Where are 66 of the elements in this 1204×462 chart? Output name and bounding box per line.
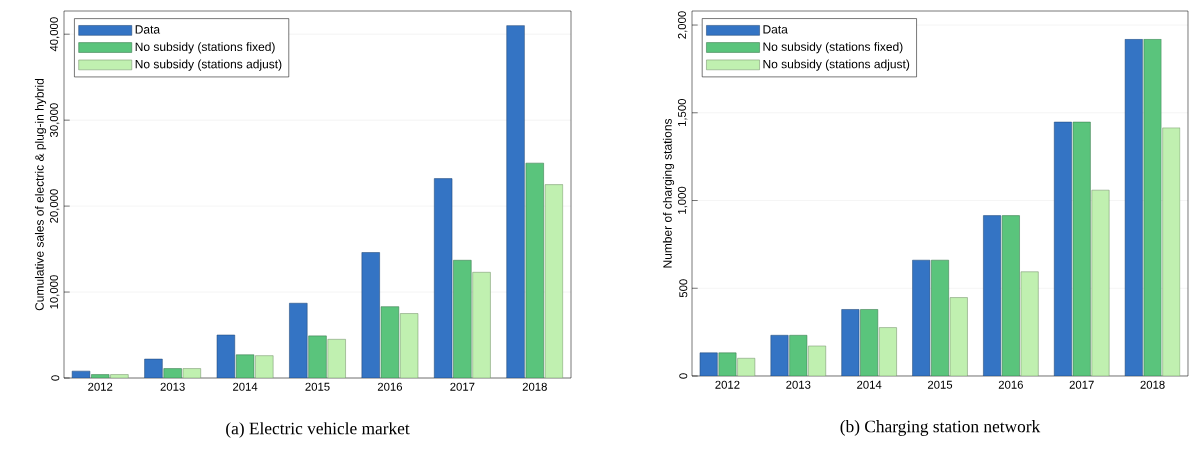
bar <box>912 259 931 376</box>
x-tick-label: 2012 <box>88 382 113 391</box>
x-tick-label: 2018 <box>522 382 547 391</box>
x-tick-label: 2016 <box>998 380 1023 389</box>
y-tick-label: 500 <box>679 279 688 298</box>
bar <box>1143 38 1162 376</box>
y-tick-label: 20,000 <box>49 189 60 223</box>
legend-label: Data <box>135 25 161 34</box>
bar <box>1091 189 1110 376</box>
bar <box>399 313 419 378</box>
y-tick-label: 10,000 <box>49 275 60 309</box>
bar <box>525 162 544 378</box>
bar <box>949 297 968 376</box>
bar <box>255 355 274 378</box>
bar <box>770 335 789 376</box>
bar <box>506 25 525 378</box>
y-tick-label: 1,500 <box>677 99 688 127</box>
x-tick-label: 2015 <box>927 380 953 389</box>
bar <box>1072 121 1091 376</box>
y-tick-label: 2,000 <box>677 11 688 39</box>
x-tick-label: 2017 <box>450 382 475 391</box>
bar <box>1053 121 1072 376</box>
y-axis-title: Cumulative sales of electric & plug-in hybrid <box>34 78 47 311</box>
text: (b) Charging station network <box>840 420 1041 436</box>
bar <box>453 259 472 378</box>
bar <box>308 335 327 378</box>
bar <box>327 339 346 378</box>
bar <box>182 368 201 378</box>
legend-label: No subsidy (stations adjust) <box>763 59 910 71</box>
bar <box>434 178 453 378</box>
y-axis-title: Number of charging stations <box>662 118 675 268</box>
legend-label: Data <box>763 25 788 34</box>
legend-label: No subsidy (stations fixed) <box>763 42 903 54</box>
bar <box>472 272 491 378</box>
bar <box>1162 127 1181 376</box>
x-tick-label: 2013 <box>160 382 185 391</box>
bar <box>983 215 1002 376</box>
legend-label: No subsidy (stations fixed) <box>135 42 275 54</box>
y-tick-label: 1,000 <box>677 186 688 214</box>
bar <box>110 374 129 378</box>
bar <box>91 374 110 378</box>
bar <box>841 309 860 376</box>
bar <box>163 368 182 378</box>
y-tick-label: 40,000 <box>49 17 60 52</box>
bar <box>931 259 949 376</box>
bar <box>544 184 564 378</box>
x-tick-label: 2016 <box>377 382 403 391</box>
bar <box>289 302 308 378</box>
bar <box>1001 215 1020 376</box>
text: (a) Electric vehicle market <box>226 422 410 438</box>
x-tick-label: 2012 <box>715 380 740 389</box>
bar <box>1020 271 1039 376</box>
x-tick-label: 2013 <box>786 380 811 389</box>
bar <box>235 354 255 378</box>
x-tick-label: 2014 <box>857 380 882 389</box>
x-tick-label: 2018 <box>1140 380 1165 389</box>
x-tick-label: 2017 <box>1069 380 1094 389</box>
x-tick-label: 2014 <box>233 382 258 391</box>
legend-label: No subsidy (stations adjust) <box>135 59 282 71</box>
x-tick-label: 2015 <box>305 382 330 391</box>
bar <box>1124 38 1143 376</box>
y-tick-label: 0 <box>679 373 688 379</box>
bar <box>380 306 400 378</box>
bar <box>860 309 879 376</box>
y-tick-label: 30,000 <box>49 103 60 138</box>
y-tick-label: 0 <box>51 375 60 381</box>
